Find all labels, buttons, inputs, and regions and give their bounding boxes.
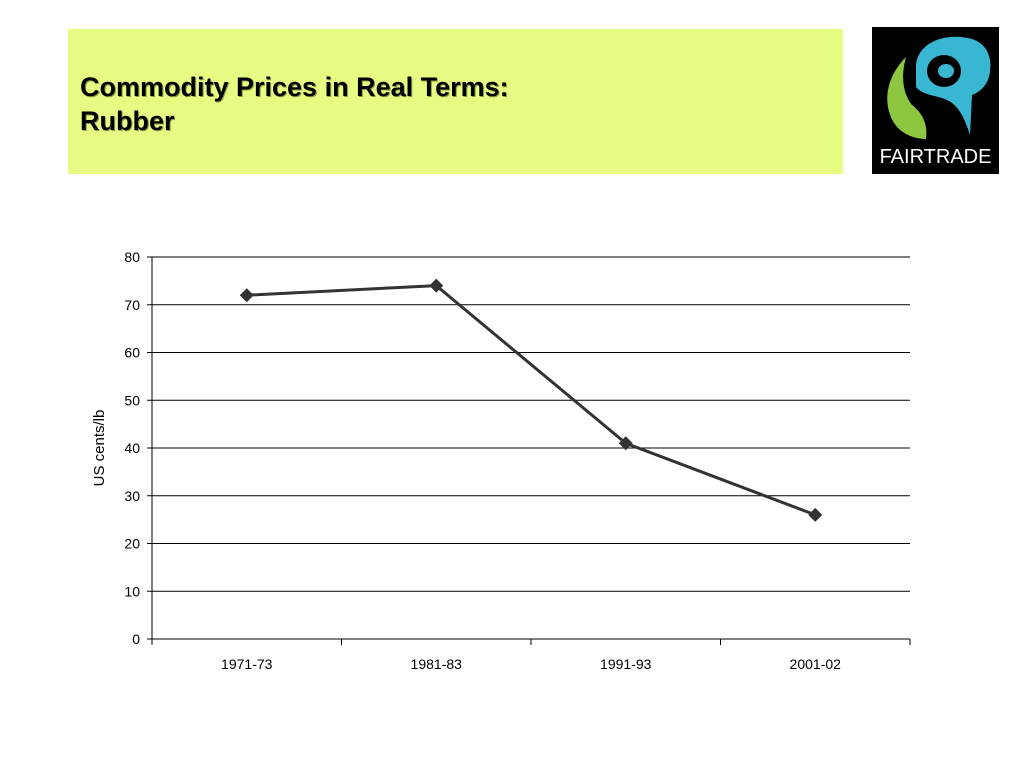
chart-gridlines [152,256,910,592]
logo-wordmark: FAIRTRADE [879,146,992,168]
data-point-marker [618,436,633,451]
y-tick-label: 50 [124,392,140,408]
slide-title: Commodity Prices in Real Terms: Rubber [80,70,509,138]
x-tick-label: 1981-83 [411,656,463,672]
y-tick-label: 70 [124,297,140,313]
slide-title-line-2: Rubber [80,106,175,136]
y-tick-label: 40 [124,440,140,456]
fairtrade-logo: FAIRTRADE [872,27,999,174]
y-tick-label: 80 [124,249,140,265]
slide-title-line-1: Commodity Prices in Real Terms: [80,72,509,102]
data-point-marker [808,507,823,522]
logo-blue-dot [938,64,954,78]
x-tick-label: 1991-93 [600,656,652,672]
y-tick-label: 60 [124,345,140,361]
title-banner: Commodity Prices in Real Terms: Rubber [68,29,843,174]
y-tick-label: 10 [124,583,140,599]
x-tick-label: 2001-02 [790,656,842,672]
x-tick-label: 1971-73 [221,656,273,672]
data-point-marker [239,288,254,303]
data-point-marker [429,278,444,293]
y-axis-title: US cents/lb [91,410,108,487]
series-line [246,284,816,517]
logo-green-leaf [887,57,927,139]
y-tick-labels: 0 10 20 30 40 50 60 70 80 [124,249,140,647]
y-tick-label: 30 [124,488,140,504]
fairtrade-mark-icon [887,36,991,139]
chart-series [239,278,823,522]
y-tick-label: 0 [132,631,140,647]
chart-axes [147,256,911,645]
x-tick-labels: 1971-73 1981-83 1991-93 2001-02 [221,656,841,672]
y-tick-label: 20 [124,536,140,552]
